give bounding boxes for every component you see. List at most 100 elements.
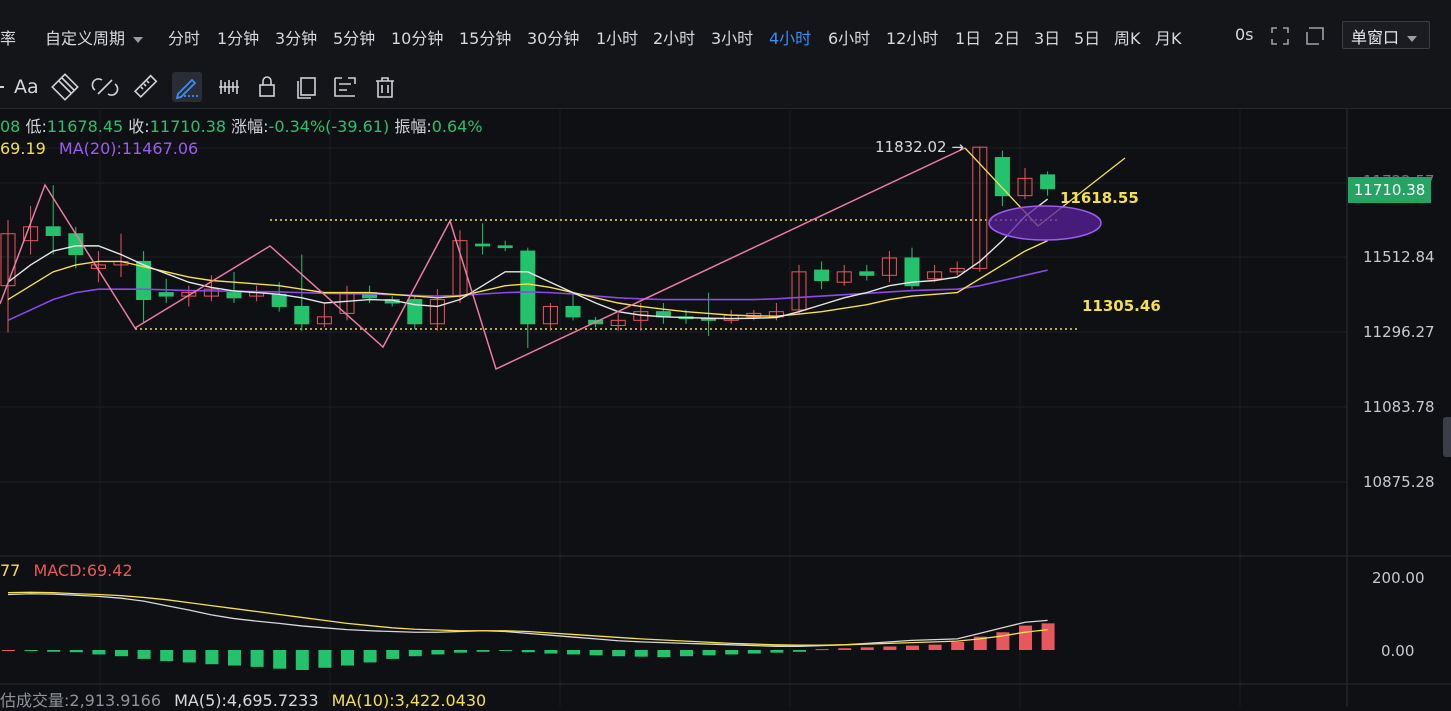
period-tab[interactable]: 10分钟 (391, 29, 444, 48)
settings-icon[interactable] (330, 72, 360, 102)
vma10-label: MA(10): (331, 691, 395, 710)
period-bar: 率 自定义周期 分时 1分钟 3分钟 5分钟 10分钟 15分钟 30分钟 1小时 2小时 3小时… (0, 0, 1451, 67)
candle-body (203, 288, 219, 297)
layers-icon[interactable] (292, 72, 322, 102)
candle-body (542, 305, 558, 325)
candle-body (520, 250, 536, 325)
ma-cut-value: 69.19 (0, 139, 46, 158)
period-tab[interactable]: 5分钟 (333, 29, 376, 48)
countdown: 0s (1235, 25, 1254, 44)
candle-body (0, 233, 16, 287)
ma20-line (7, 269, 1048, 322)
zigzag-line (0, 147, 966, 371)
period-tab[interactable]: 1小时 (596, 29, 639, 48)
vma5-label: MA(5): (174, 691, 227, 710)
candle-body (271, 293, 287, 307)
volume-value: 2,913.9166 (69, 691, 162, 710)
resistance-label: 11618.55 (1060, 189, 1139, 207)
custom-period-dropdown[interactable]: 自定义周期 (45, 25, 144, 49)
scroll-handle[interactable] (1443, 417, 1451, 457)
period-tab[interactable]: 15分钟 (459, 29, 512, 48)
period-tab[interactable]: 30分钟 (527, 29, 580, 48)
macd-bar (657, 650, 671, 658)
candle-body (429, 299, 445, 325)
period-tab[interactable]: 月K (1155, 29, 1182, 48)
candle-body (791, 271, 807, 311)
ruler-icon[interactable] (130, 72, 160, 102)
screenshot-icon[interactable] (1305, 26, 1325, 46)
macd-bar (928, 644, 942, 650)
cursor-icon[interactable] (0, 72, 20, 102)
magnet-icon[interactable] (90, 72, 120, 102)
high-marker-value: 11832.02 (875, 138, 947, 156)
macd-bar (1019, 625, 1032, 650)
candle-body (972, 146, 988, 269)
candle-body (226, 292, 242, 299)
period-tab[interactable]: 3小时 (711, 29, 754, 48)
candle-body (497, 245, 513, 249)
macd-bar (634, 650, 648, 657)
vma5-value: 4,695.7233 (226, 691, 319, 710)
macd-bar (476, 650, 490, 652)
measure-icon[interactable] (50, 72, 80, 102)
price-chart[interactable] (0, 108, 1451, 707)
candle-body (1017, 177, 1033, 197)
candle-body (949, 267, 965, 273)
change-value: -0.34%(-39.61) (268, 117, 390, 136)
macd-cut-value: 77 (0, 561, 21, 580)
candle-body (836, 271, 852, 283)
ma20-label: MA(20): (58, 139, 122, 158)
visibility-icon[interactable] (214, 72, 244, 102)
period-tab[interactable]: 4小时 (769, 29, 812, 48)
period-tab[interactable]: 3分钟 (275, 29, 318, 48)
period-tab[interactable]: 1分钟 (217, 29, 260, 48)
y-tick-label: 11512.84 (1363, 248, 1435, 266)
period-tab[interactable]: 周K (1114, 29, 1141, 48)
macd-bar (115, 650, 128, 657)
cut-label: 率 (0, 29, 17, 48)
period-tab[interactable]: 2小时 (653, 29, 696, 48)
window-mode-select[interactable]: 单窗口 (1342, 21, 1430, 49)
macd-info: 77 MACD:69.42 (0, 561, 133, 580)
macd-bar (431, 650, 445, 655)
candle-body (610, 319, 626, 327)
macd-bar (386, 650, 400, 659)
macd-bar (205, 650, 219, 665)
macd-bar (47, 650, 61, 652)
candle-body (316, 316, 332, 325)
period-tab[interactable]: 1日 (955, 29, 982, 48)
support-label: 11305.46 (1082, 297, 1161, 315)
candle-body (45, 226, 61, 236)
macd-bar (770, 650, 784, 653)
period-tab[interactable]: 12小时 (886, 29, 939, 48)
period-tab[interactable]: 6小时 (828, 29, 871, 48)
volume-info: 估成交量:2,913.9166 MA(5):4,695.7233 MA(10):… (0, 687, 486, 711)
macd-bar (1041, 623, 1055, 650)
fullscreen-icon[interactable] (1270, 26, 1290, 46)
macd-bar (341, 650, 354, 666)
text-tool-icon[interactable]: Aa (14, 76, 39, 98)
macd-bar (838, 648, 852, 650)
period-tab[interactable]: 3日 (1034, 29, 1061, 48)
ohlc-info: 08 低:11678.45 收:11710.38 涨幅:-0.34%(-39.6… (0, 113, 483, 137)
macd-bar (273, 650, 287, 669)
candle-body (23, 226, 39, 242)
macd-bar (702, 650, 716, 656)
macd-bar (250, 650, 264, 667)
macd-bar (951, 642, 965, 650)
macd-bar (815, 649, 829, 651)
low-value: 11678.45 (46, 117, 124, 136)
macd-bar (589, 650, 603, 656)
custom-period-label: 自定义周期 (45, 29, 126, 48)
y-tick-label: 11296.27 (1363, 323, 1435, 341)
period-tab[interactable]: 5日 (1074, 29, 1101, 48)
pencil-tool-button[interactable] (172, 72, 202, 102)
ma-info: 69.19 MA(20):11467.06 (0, 139, 198, 158)
macd-bar (725, 650, 739, 655)
period-tab[interactable]: 分时 (168, 29, 201, 48)
period-tab[interactable]: 2日 (994, 29, 1021, 48)
macd-bar (521, 650, 535, 653)
lock-icon[interactable] (252, 72, 282, 102)
candle-body (90, 264, 106, 269)
trash-icon[interactable] (370, 72, 400, 102)
